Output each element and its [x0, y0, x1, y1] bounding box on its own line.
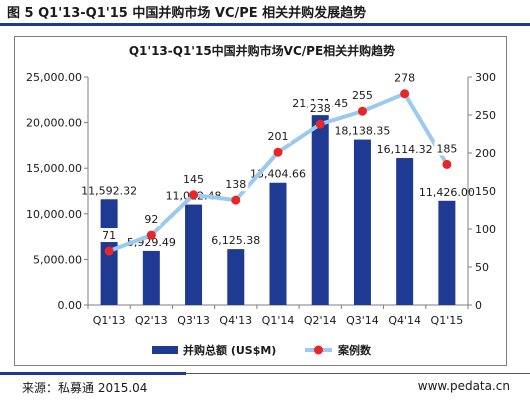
line-label-bg [223, 177, 249, 192]
legend-bar-label: 并购总额 (US$M) [183, 343, 276, 357]
line-point [357, 106, 367, 116]
left-tick-label: 0.00 [58, 299, 83, 312]
line-value-label: 201 [268, 130, 289, 143]
bar-value-label: 11,426.00 [419, 186, 475, 199]
right-tick-label: 200 [475, 147, 496, 160]
x-tick-label: Q2'14 [304, 314, 337, 327]
line-label-bg [265, 129, 291, 144]
line-point [442, 159, 452, 169]
bar [185, 204, 203, 305]
left-tick-label: 10,000.00 [26, 208, 82, 221]
left-tick-label: 5,000.00 [33, 253, 82, 266]
line-label-bg [181, 171, 207, 186]
legend-bar-swatch [152, 346, 178, 354]
line-point [104, 246, 114, 256]
legend: 并购总额 (US$M) 案例数 [152, 343, 372, 357]
line-layer [104, 89, 452, 256]
right-tick-label: 150 [475, 185, 496, 198]
legend-line-label: 案例数 [337, 343, 372, 357]
figure-title: 图 5 Q1'13-Q1'15 中国并购市场 VC/PE 相关并购发展趋势 [7, 6, 367, 21]
line-point [400, 89, 410, 99]
bar-value-label: 16,114.32 [377, 143, 433, 156]
chart-frame [14, 36, 507, 366]
bar [311, 111, 329, 305]
right-tick-label: 0 [475, 299, 482, 312]
bar [142, 250, 160, 305]
x-tick-label: Q1'13 [93, 314, 126, 327]
line-label-bg [349, 88, 375, 103]
line-label-bg [434, 141, 460, 156]
axes: 0.00 5,000.00 10,000.00 15,000.00 20,000.00 2… [26, 71, 496, 327]
line-value-label: 92 [144, 213, 158, 226]
line-value-label: 255 [352, 89, 373, 102]
right-tick-label: 250 [475, 109, 496, 122]
bar [396, 158, 414, 305]
line-label-bg [392, 70, 418, 85]
bar-value-label: 11,592.32 [81, 184, 137, 197]
line-point [315, 119, 325, 129]
website-link[interactable]: www.pedata.cn [417, 379, 510, 393]
bar [227, 249, 245, 305]
x-tick-label: Q3'14 [346, 314, 379, 327]
line-value-label: 278 [394, 72, 415, 85]
bar [269, 182, 287, 305]
bar-value-label: 6,125.38 [211, 234, 260, 247]
chart-title: Q1'13-Q1'15中国并购市场VC/PE相关并购趋势 [129, 43, 395, 58]
line-value-label: 145 [183, 173, 204, 186]
x-tick-label: Q4'14 [388, 314, 421, 327]
line-label-bg [100, 228, 119, 243]
line-point [189, 190, 199, 200]
line-value-label: 71 [102, 229, 116, 242]
right-tick-label: 100 [475, 223, 496, 236]
bar-value-label: 18,138.35 [334, 125, 390, 138]
legend-line-marker [314, 345, 323, 355]
x-tick-label: Q1'14 [262, 314, 295, 327]
source-note: 来源：私募通 2015.04 [22, 381, 148, 395]
line-point [231, 195, 241, 205]
x-tick-label: Q4'13 [219, 314, 252, 327]
bar [438, 200, 456, 305]
left-tick-label: 20,000.00 [26, 117, 82, 130]
left-tick-label: 15,000.00 [26, 162, 82, 175]
line-point [146, 230, 156, 240]
bars [100, 111, 456, 305]
x-tick-label: Q3'13 [177, 314, 210, 327]
right-tick-label: 300 [475, 71, 496, 84]
line-labels: 71 92 145 138 201 238 255 278 185 [100, 70, 460, 243]
left-tick-label: 25,000.00 [26, 71, 82, 84]
x-tick-label: Q1'15 [431, 314, 464, 327]
line-value-label: 238 [310, 102, 331, 115]
line-value-label: 138 [225, 178, 246, 191]
bar [353, 139, 371, 305]
line-value-label: 185 [436, 142, 457, 155]
top-rule [0, 23, 530, 26]
right-tick-label: 50 [475, 261, 489, 274]
line-point [273, 147, 283, 157]
bottom-rule [0, 373, 530, 374]
x-tick-label: Q2'13 [135, 314, 168, 327]
line-label-bg [142, 212, 161, 227]
line-label-bg [307, 101, 333, 116]
bottom-rule-accent [0, 372, 186, 375]
